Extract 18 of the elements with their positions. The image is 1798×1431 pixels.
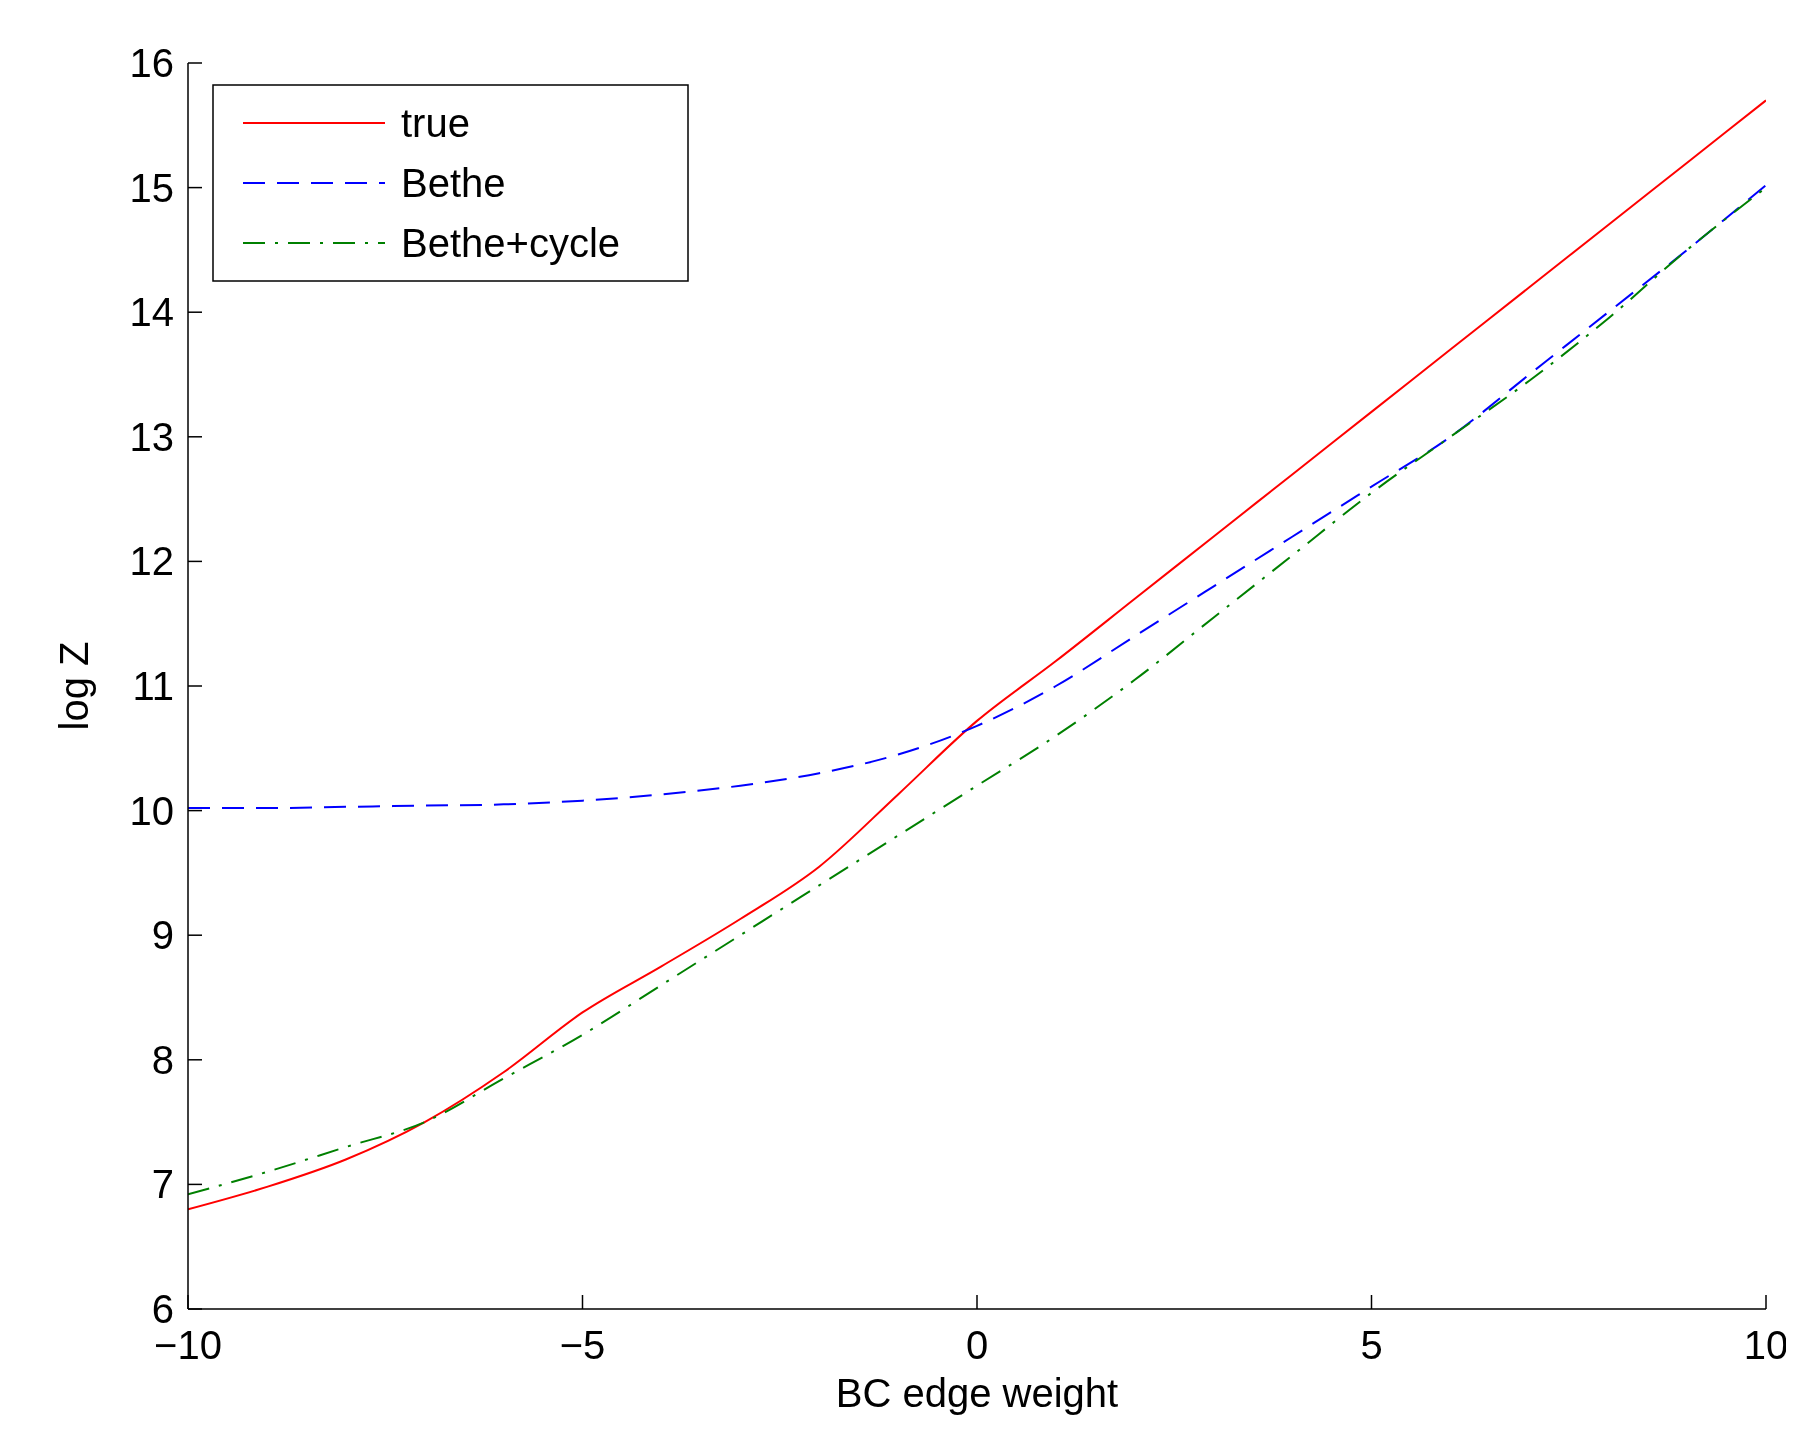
legend-label: Bethe+cycle — [401, 221, 621, 265]
y-tick-label: 11 — [132, 664, 174, 708]
x-tick-label: 0 — [965, 1323, 989, 1367]
legend-label: true — [401, 101, 470, 145]
legend-label: Bethe — [401, 161, 506, 205]
x-axis-title: BC edge weight — [835, 1371, 1119, 1415]
y-tick-label: 8 — [151, 1037, 174, 1082]
y-tick-label: 9 — [151, 913, 174, 958]
y-axis-title: log Z — [52, 641, 96, 731]
y-tick-label: 13 — [129, 414, 174, 459]
y-tick-label: 16 — [129, 41, 174, 85]
x-tick-label: 5 — [1360, 1323, 1383, 1367]
y-tick-label: 14 — [129, 290, 174, 335]
y-tick-label: 15 — [129, 165, 174, 210]
y-tick-label: 10 — [129, 788, 174, 833]
y-tick-label: 12 — [129, 539, 174, 584]
y-tick-label: 7 — [151, 1162, 174, 1207]
x-tick-label: −5 — [559, 1323, 606, 1367]
